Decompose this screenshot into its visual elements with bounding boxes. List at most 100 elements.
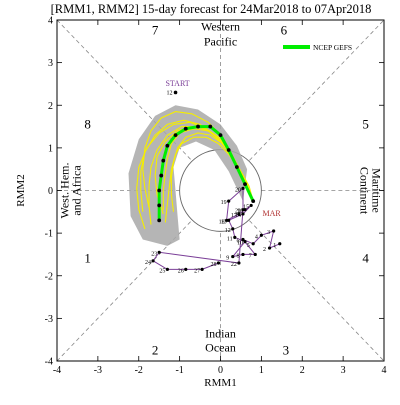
forecast-mean-point [208,124,213,129]
region-label-top: Pacific [204,35,237,49]
x-tick-label: -3 [94,365,102,376]
observed-point [225,218,229,222]
phase-label-4: 4 [362,251,369,266]
forecast-mean-point [161,158,166,163]
observed-point [241,252,245,257]
observed-day-label: 4 [255,234,258,240]
phase-guides [56,19,385,362]
observed-point [259,233,263,237]
x-tick-label: -2 [135,365,143,376]
observed-day-label: 24 [145,260,151,266]
forecast-mean-point [226,148,231,152]
forecast-mean-point [157,203,162,208]
start-annotation: START [165,79,189,88]
y-tick-label: -4 [45,357,53,368]
observed-point [241,212,245,216]
region-label-left: and Africa [70,165,84,216]
x-tick-label: -4 [53,365,61,376]
forecast-mean-point [157,218,162,223]
forecast-mean-point [243,182,247,187]
observed-point [200,267,204,271]
y-tick-label: 0 [48,186,53,197]
observed-day-label: 17 [231,213,237,219]
observed-point [227,199,231,203]
forecast-mean-point [251,199,256,204]
observed-day-label: 16 [237,209,243,215]
phase-label-1: 1 [84,251,91,266]
region-label-right: Maritime [370,168,384,213]
start-day-label: 12 [167,90,173,96]
y-tick-label: 1 [48,143,53,154]
y-axis-label: RMM2 [15,174,27,206]
x-axis-label: RMM1 [204,377,236,389]
x-tick-label: 0 [218,365,223,376]
y-tick-label: -2 [45,271,53,282]
observed-day-label: 19 [221,200,227,206]
observed-point [243,240,247,244]
observed-point [157,250,161,254]
x-tick-label: 4 [382,365,387,376]
observed-point [237,212,241,216]
observed-day-label: 15 [243,204,249,210]
observed-point [253,252,257,257]
observed-day-label: 18 [219,219,225,225]
observed-point [272,229,276,233]
observed-day-label: 25 [159,268,165,274]
forecast-mean-point [173,133,178,137]
observed-day-label: 21 [235,209,241,215]
observed-point [231,227,235,231]
diagonal-guide [249,19,385,161]
forecast-mean-point [159,173,164,178]
y-tick-label: 4 [48,16,53,27]
observed-point [249,203,253,208]
region-label-left: West. Hem. [57,162,71,218]
x-tick-label: 1 [259,365,264,376]
phase-label-3: 3 [283,342,290,357]
observed-day-label: 23 [151,251,157,257]
observed-day-label: 3 [267,230,270,236]
observed-day-label: 7 [249,253,252,259]
observed-day-label: 14 [235,213,241,219]
observed-day-label: 13 [221,219,227,225]
y-tick-label: 2 [48,101,53,112]
observed-point [184,267,188,271]
observed-day-label: 2 [263,247,266,253]
observed-day-label: 22 [231,262,237,268]
observed-day-label: 28 [210,262,216,268]
observed-point [251,242,255,246]
observed-point [233,235,237,239]
forecast-mean-point [183,126,188,131]
observed-day-label: 27 [194,268,200,274]
observed-day-label: 11 [227,236,233,242]
diagonal-guide [249,220,385,362]
observed-day-label: 9 [226,256,229,262]
observed-point [151,259,155,263]
forecast-mean-point [218,133,223,137]
start-point [173,90,178,95]
phase-label-5: 5 [362,116,369,131]
observed-day-label: 8 [236,253,239,259]
region-label-bottom: Ocean [205,341,236,355]
observed-point [165,267,169,271]
region-label-right: Continent [357,167,371,215]
y-tick-label: 3 [48,58,53,69]
forecast-mean-trajectory [157,124,256,223]
y-tick-label: -1 [45,229,53,240]
observed-point [237,261,241,265]
forecast-mean-point [165,143,170,148]
observed-point [216,261,221,265]
observed-day-label: 26 [178,268,184,274]
observed-day-label: 10 [237,241,243,247]
region-label-top: Western [201,20,240,34]
observed-point [241,208,245,212]
chart-title: [RMM1, RMM2] 15-day forecast for 24Mar20… [51,2,372,16]
ensemble-member-line [170,132,254,212]
forecast-mean-point [234,165,239,169]
phase-label-8: 8 [84,116,91,131]
phase-label-6: 6 [281,23,288,38]
x-tick-label: -1 [175,365,183,376]
observed-point [241,186,245,190]
observed-point [278,242,282,246]
